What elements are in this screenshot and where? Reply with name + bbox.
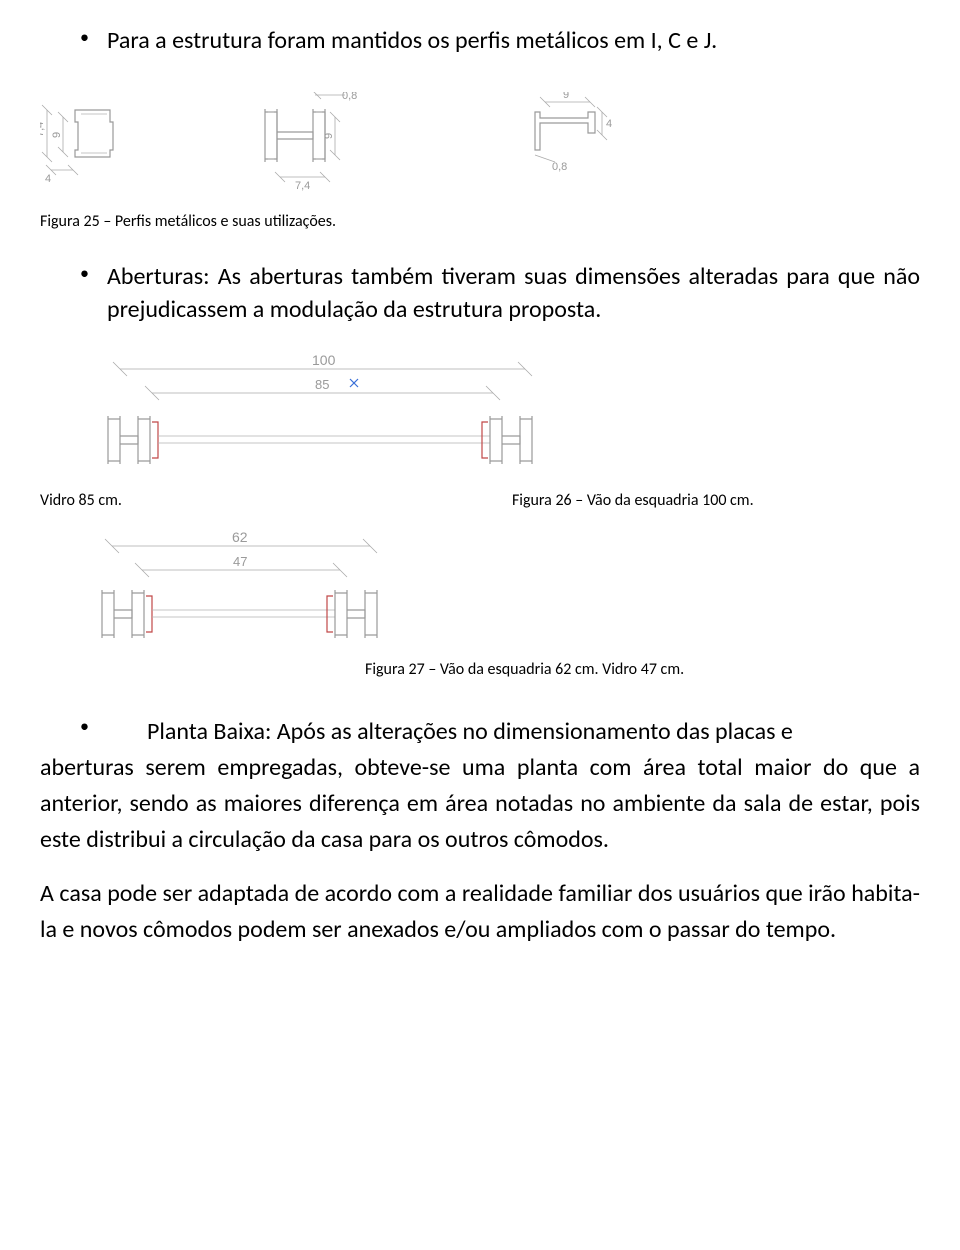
profile-sketches: 7,4 9 4 0,8 9 [40,92,920,202]
profiles-svg: 7,4 9 4 0,8 9 [40,92,920,202]
fig26-svg: 100 85 [80,351,560,491]
planta-block: • Planta Baixa: Após as alterações no di… [40,714,920,948]
dim-47: 47 [233,554,247,569]
planta-rest: aberturas serem empregadas, obteve-se um… [40,750,920,858]
bullet-2-text: Aberturas: As aberturas também tiveram s… [107,261,920,326]
dim-p2-74: 7,4 [295,180,310,192]
dim-p1-9: 9 [51,132,63,138]
dim-p3-4: 4 [606,118,612,130]
fig26-caption-row: Vidro 85 cm. Figura 26 – Vão da esquadri… [40,491,920,510]
dim-p3-9: 9 [563,92,569,101]
dim-100: 100 [312,352,336,368]
fig27-caption: Figura 27 – Vão da esquadria 62 cm. Vidr… [365,660,920,679]
dim-85: 85 [315,377,329,392]
bullet-dot-icon: • [80,25,89,50]
bullet-dot-icon: • [80,261,89,286]
bullet-dot-icon: • [80,714,89,739]
dim-62: 62 [232,530,248,545]
dim-p3-08: 0,8 [552,161,567,173]
bullet-3-lead: Planta Baixa: Após as alterações no dime… [147,714,793,750]
fig26-caption: Figura 26 – Vão da esquadria 100 cm. [512,491,754,510]
dim-p1-74: 7,4 [40,122,46,137]
bullet-1-text: Para a estrutura foram mantidos os perfi… [107,25,717,57]
fig25-caption: Figura 25 – Perfis metálicos e suas util… [40,212,920,231]
fig27-svg: 62 47 [80,530,410,660]
bullet-1: • Para a estrutura foram mantidos os per… [80,25,920,57]
fig27-area: 62 47 [80,530,920,660]
dim-p1-4: 4 [45,173,51,185]
vidro85-caption: Vidro 85 cm. [40,491,122,510]
bullet-2: • Aberturas: As aberturas também tiveram… [80,261,920,326]
fig26-area: 100 85 [80,351,920,491]
para-adapt: A casa pode ser adaptada de acordo com a… [40,876,920,948]
dim-p2-08: 0,8 [342,92,357,102]
